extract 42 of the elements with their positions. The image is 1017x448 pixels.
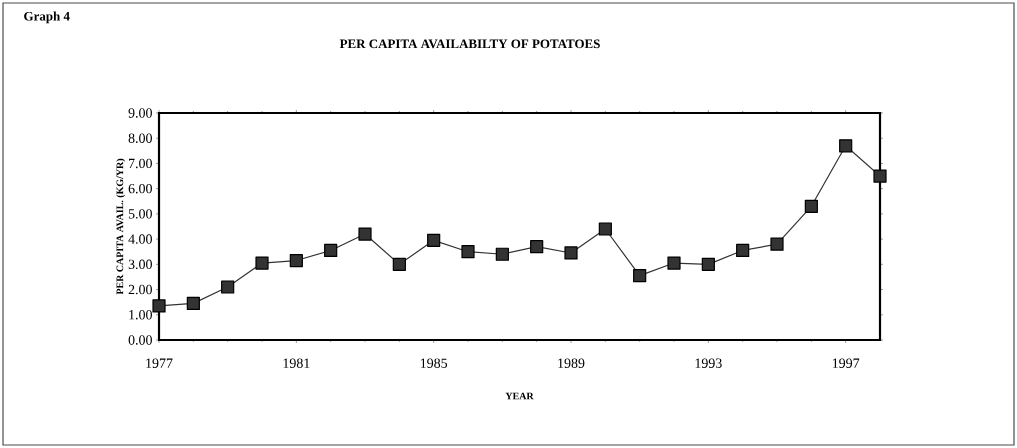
chart-title: PER CAPITA AVAILABILTY OF POTATOES (339, 39, 600, 49)
y-tick-label: 0.00 (128, 335, 152, 345)
y-tick-label: 6.00 (128, 183, 152, 194)
x-tick-label: 1977 (146, 358, 173, 368)
point (427, 233, 441, 247)
point (873, 169, 887, 183)
y-tick-label: 9.00 (128, 108, 152, 118)
point (598, 222, 612, 236)
y-tick-label: 3.00 (128, 259, 152, 270)
point (186, 296, 200, 311)
point (839, 139, 853, 153)
caption: Graph 4 (24, 11, 70, 24)
y-tick-label: 4.00 (128, 234, 152, 244)
point (152, 299, 166, 313)
point (221, 280, 235, 294)
x-tick-label: 1981 (283, 358, 310, 368)
y-tick-label: 7.00 (129, 158, 152, 169)
point (324, 243, 338, 258)
point (530, 240, 544, 254)
x-tick-label: 1989 (558, 358, 585, 368)
y-tick-label: 8.00 (128, 133, 152, 143)
y-tick-label: 5.00 (128, 209, 152, 219)
x-tick-label: 1997 (832, 358, 860, 368)
point (392, 257, 406, 271)
point (358, 227, 372, 241)
point (701, 257, 715, 271)
point (770, 237, 784, 251)
x-axis-title: YEAR (505, 392, 534, 400)
point (667, 256, 681, 270)
point (461, 245, 475, 259)
point (495, 247, 509, 261)
point (804, 199, 818, 213)
x-tick-label: 1985 (420, 358, 448, 368)
point (255, 256, 269, 270)
point (564, 246, 578, 260)
y-tick-label: 2.00 (128, 284, 152, 295)
y-axis-title: PER CAPITA AVAIL. (KG/YR) (116, 158, 126, 295)
y-tick-label: 1.00 (129, 310, 152, 320)
x-tick-label: 1993 (695, 358, 722, 368)
point (633, 269, 647, 283)
point (289, 253, 303, 268)
point (736, 243, 750, 258)
